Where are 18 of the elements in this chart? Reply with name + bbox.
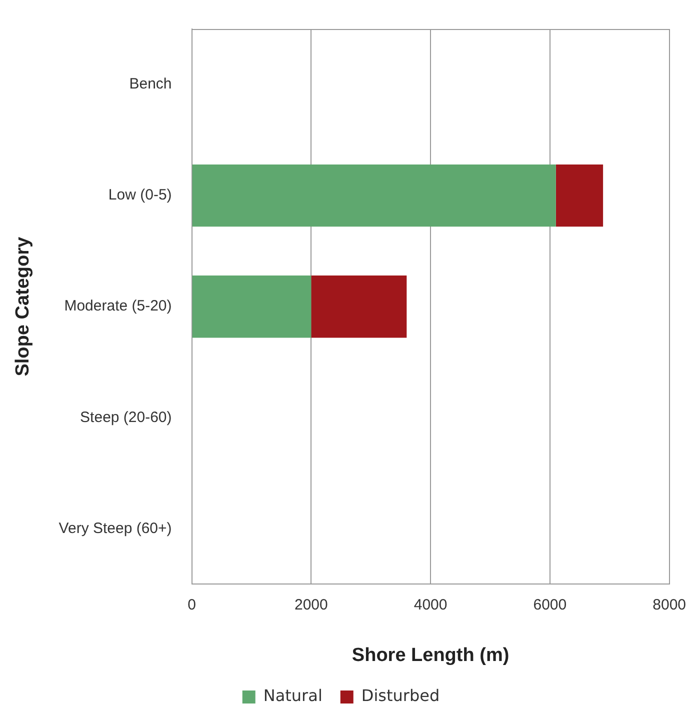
y-tick-label: Steep (20-60)	[80, 408, 172, 426]
bar	[192, 276, 312, 338]
x-tick-label: 0	[188, 596, 196, 614]
x-tick-label: 8000	[652, 596, 686, 614]
bar	[311, 276, 407, 338]
legend-label: Natural	[263, 686, 322, 706]
y-tick-label: Moderate (5-20)	[64, 298, 172, 315]
y-tick-label: Low (0-5)	[108, 186, 172, 204]
legend-label: Disturbed	[361, 686, 440, 706]
x-tick-label: 6000	[533, 596, 567, 614]
bar	[192, 164, 556, 227]
y-tick-label: Bench	[129, 76, 172, 93]
x-axis-title: Shore Length (m)	[352, 644, 510, 666]
x-tick-label: 4000	[414, 596, 448, 614]
x-tick-label: 2000	[294, 596, 328, 614]
y-tick-label: Very Steep (60+)	[58, 520, 172, 537]
y-axis-title: Slope Category	[12, 236, 34, 376]
bar	[556, 164, 604, 227]
